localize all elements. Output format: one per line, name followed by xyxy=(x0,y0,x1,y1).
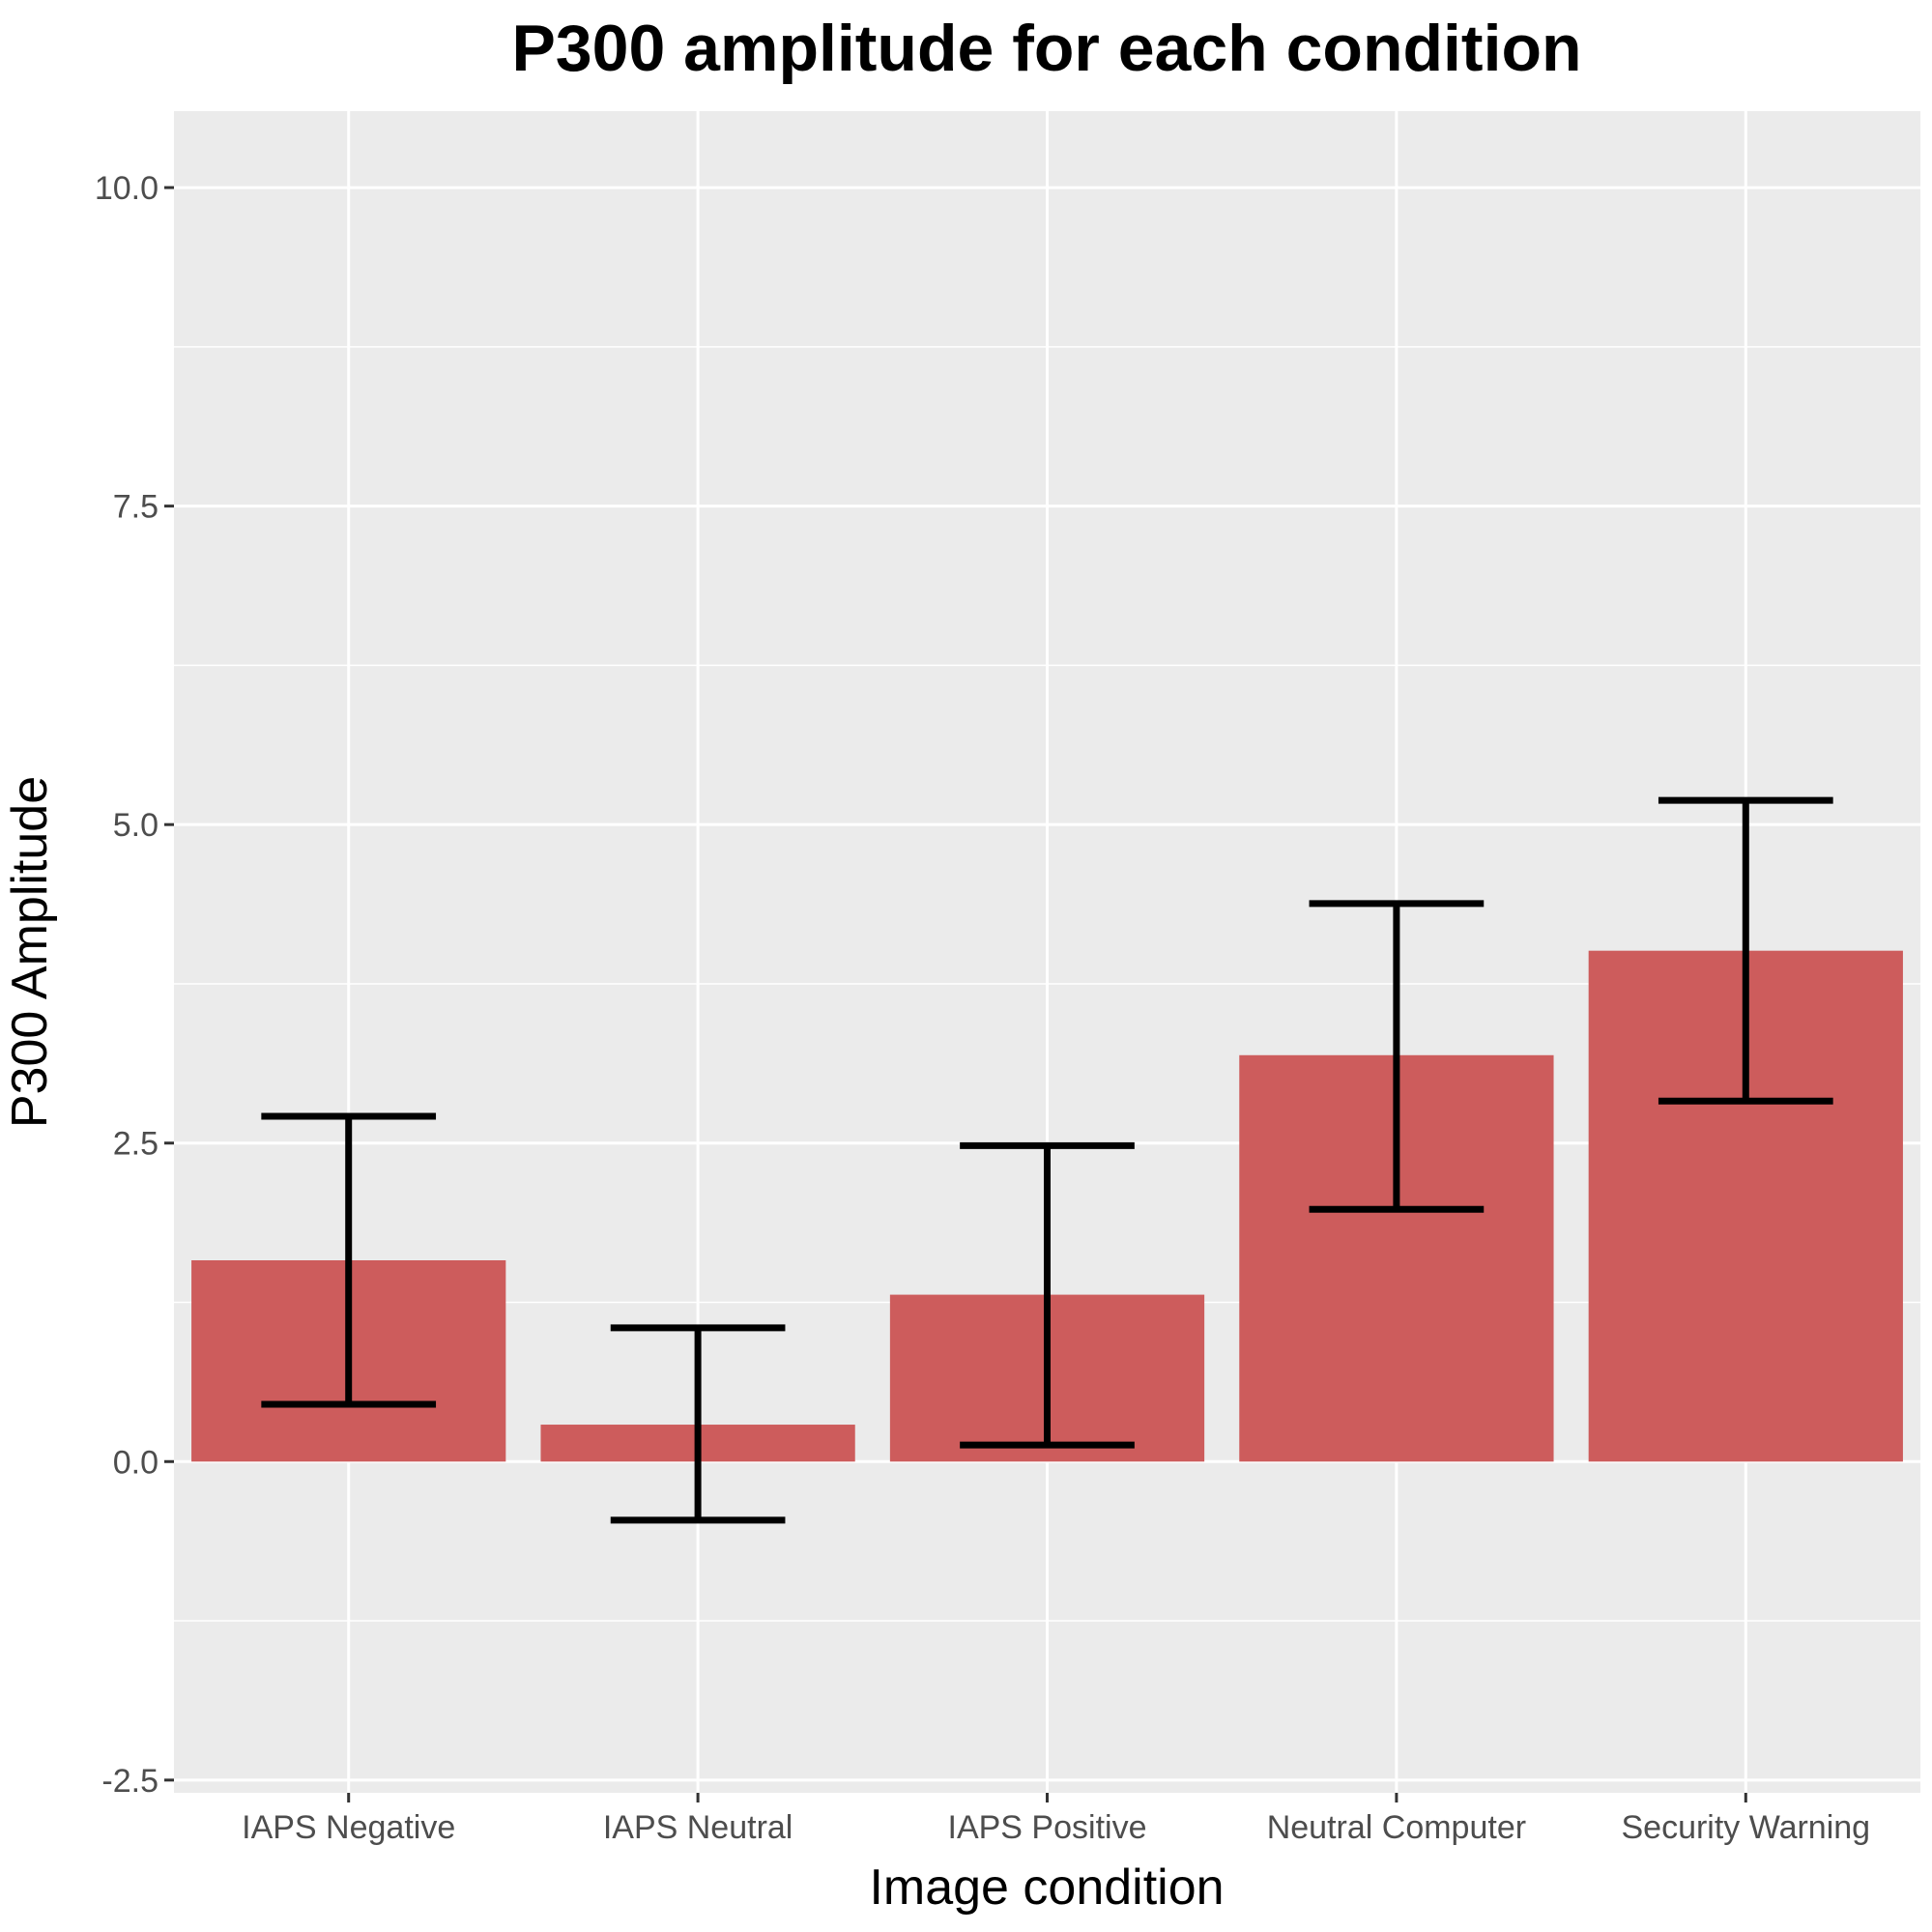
y-tick-label: 2.5 xyxy=(113,1126,159,1163)
x-tick-label: IAPS Positive xyxy=(948,1809,1147,1846)
x-tick-label: Security Warning xyxy=(1621,1809,1870,1846)
y-axis-title: P300 Amplitude xyxy=(2,776,58,1128)
y-axis: -2.5 0.0 2.5 5.0 7.5 10.0 xyxy=(95,170,174,1800)
error-bar xyxy=(610,1324,786,1524)
error-bar xyxy=(1309,900,1485,1213)
error-bar xyxy=(1658,796,1833,1105)
error-bars xyxy=(261,796,1833,1524)
y-tick-label: -2.5 xyxy=(101,1763,159,1800)
y-tick-label: 10.0 xyxy=(95,170,159,207)
x-tick-label: Neutral Computer xyxy=(1267,1809,1526,1846)
y-tick-label: 0.0 xyxy=(113,1444,159,1481)
y-tick-label: 5.0 xyxy=(113,807,159,844)
chart-title: P300 amplitude for each condition xyxy=(511,12,1581,85)
y-tick-label: 7.5 xyxy=(113,489,159,526)
error-bar xyxy=(960,1141,1135,1449)
x-tick-label: IAPS Neutral xyxy=(603,1809,793,1846)
x-axis-title: Image condition xyxy=(869,1860,1224,1916)
x-tick-label: IAPS Negative xyxy=(242,1809,455,1846)
x-axis: IAPS Negative IAPS Neutral IAPS Positive Ne… xyxy=(242,1793,1870,1846)
error-bar xyxy=(261,1112,437,1408)
